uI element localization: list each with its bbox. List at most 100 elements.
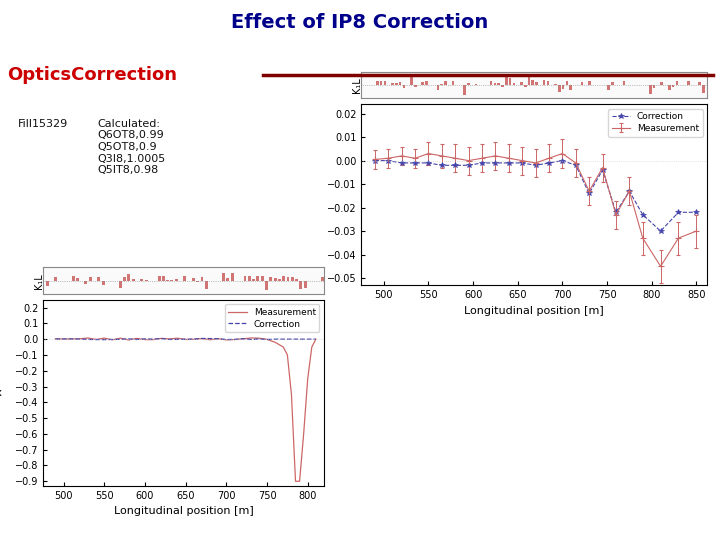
Bar: [570, 85, 572, 90]
Y-axis label: K₁L: K₁L: [352, 77, 362, 93]
Correction: [424, 160, 433, 166]
Bar: [566, 82, 568, 85]
Bar: [230, 273, 233, 281]
Bar: [653, 85, 655, 89]
Bar: [269, 277, 272, 281]
Bar: [192, 278, 195, 281]
Bar: [171, 280, 174, 281]
Bar: [166, 280, 169, 281]
Bar: [520, 82, 523, 85]
Measurement: [246, 335, 255, 341]
Bar: [588, 81, 591, 85]
Bar: [490, 81, 492, 85]
Bar: [410, 77, 413, 85]
Correction: [491, 160, 500, 166]
Correction: [657, 228, 665, 234]
Bar: [287, 277, 289, 281]
Bar: [204, 281, 208, 289]
Measurement: [59, 336, 68, 342]
Correction: [518, 160, 526, 166]
Correction: [544, 160, 553, 166]
Measurement: [125, 337, 133, 343]
Legend: Correction, Measurement: Correction, Measurement: [608, 109, 703, 137]
Correction: [116, 336, 125, 342]
Correction: [572, 162, 580, 168]
Correction: [371, 157, 379, 164]
Measurement: [300, 431, 308, 437]
Bar: [531, 80, 534, 85]
Measurement: [287, 391, 296, 397]
Bar: [441, 84, 443, 85]
Bar: [243, 276, 246, 281]
Bar: [97, 277, 100, 281]
Correction: [108, 336, 117, 343]
Measurement: [255, 335, 264, 341]
Measurement: [174, 335, 182, 341]
Bar: [226, 278, 229, 281]
Measurement: [291, 478, 300, 484]
Bar: [444, 81, 447, 85]
Bar: [436, 85, 439, 90]
Text: Effect of IP8 Correction: Effect of IP8 Correction: [231, 14, 489, 32]
Bar: [528, 76, 531, 85]
Bar: [201, 277, 204, 281]
Bar: [581, 82, 583, 85]
Correction: [283, 336, 292, 342]
Bar: [402, 85, 405, 88]
Correction: [165, 336, 174, 343]
Measurement: [238, 336, 247, 342]
Correction: [307, 336, 316, 342]
Bar: [265, 281, 268, 290]
Correction: [639, 211, 647, 218]
Correction: [174, 336, 182, 343]
Correction: [287, 336, 296, 342]
Correction: [125, 336, 133, 342]
Measurement: [295, 478, 304, 484]
Measurement: [303, 375, 312, 382]
Measurement: [91, 336, 100, 343]
Measurement: [307, 344, 316, 350]
Bar: [421, 82, 424, 85]
Measurement: [132, 335, 141, 342]
Measurement: [108, 336, 117, 343]
Correction: [222, 336, 230, 343]
X-axis label: Longitudinal position [m]: Longitudinal position [m]: [464, 306, 604, 315]
Y-axis label: Δ ψx: Δ ψx: [0, 388, 2, 398]
Correction: [410, 160, 419, 166]
Correction: [246, 336, 255, 343]
Bar: [145, 280, 148, 281]
Bar: [379, 81, 382, 85]
Bar: [535, 82, 538, 85]
Measurement: [84, 335, 92, 341]
Y-axis label: K₁L: K₁L: [34, 273, 44, 289]
Measurement: [197, 335, 206, 342]
Correction: [197, 335, 206, 342]
Correction: [230, 336, 239, 343]
Bar: [162, 276, 165, 281]
Bar: [321, 277, 324, 281]
Bar: [376, 81, 379, 85]
Bar: [505, 77, 508, 85]
Bar: [184, 276, 186, 281]
Bar: [687, 80, 690, 85]
Correction: [531, 162, 540, 168]
Correction: [263, 336, 271, 343]
Line: Correction: Correction: [55, 339, 316, 340]
Correction: [59, 336, 68, 342]
Correction: [674, 209, 683, 215]
Bar: [55, 277, 58, 281]
Measurement: [149, 336, 158, 343]
Bar: [282, 276, 285, 281]
Correction: [303, 336, 312, 342]
Correction: [505, 160, 513, 166]
Measurement: [181, 336, 190, 343]
Correction: [300, 336, 308, 342]
Bar: [649, 85, 652, 93]
Measurement: [51, 335, 60, 342]
Correction: [140, 336, 149, 342]
Measurement: [263, 336, 271, 342]
Bar: [119, 281, 122, 288]
Measurement: [68, 336, 76, 342]
Bar: [554, 84, 557, 85]
Correction: [585, 190, 593, 197]
